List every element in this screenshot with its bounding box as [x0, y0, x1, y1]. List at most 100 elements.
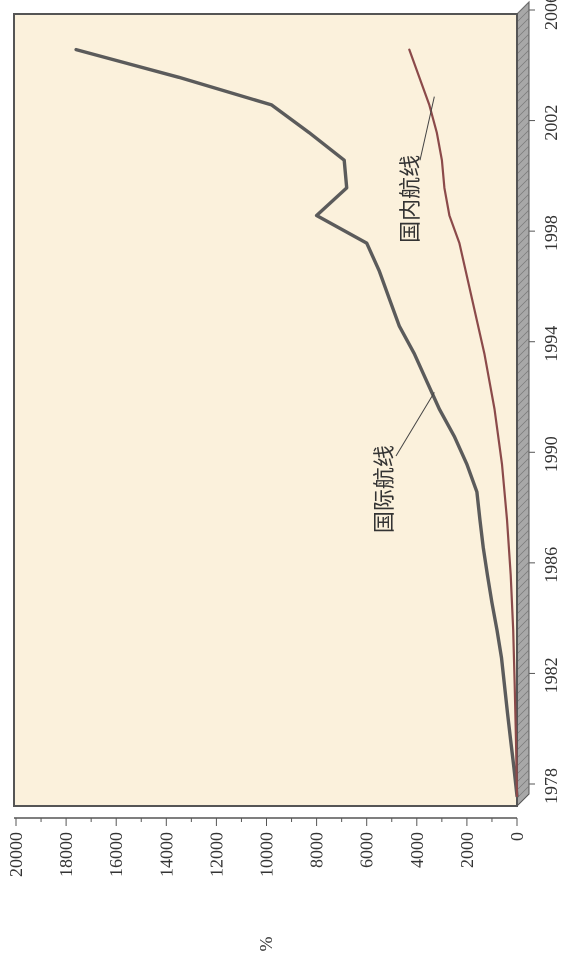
depth-hatch-line: [516, 545, 530, 559]
depth-hatch-line: [516, 585, 530, 599]
depth-hatch-line: [516, 321, 530, 335]
depth-hatch-line: [516, 553, 530, 567]
depth-hatch-line: [516, 137, 530, 151]
depth-hatch-line: [516, 161, 530, 175]
depth-hatch-line: [516, 577, 530, 591]
depth-hatch-line: [516, 641, 530, 655]
x-tick-label: 1978: [541, 768, 561, 804]
depth-hatch-line: [516, 145, 530, 159]
series-line-domestic: [408, 48, 519, 798]
depth-hatch-line: [516, 425, 530, 439]
depth-hatch-line: [516, 289, 530, 303]
depth-hatch-line: [516, 113, 530, 127]
depth-hatch-line: [516, 129, 530, 143]
depth-hatch-line: [516, 185, 530, 199]
international-series-label: 国际航线: [372, 445, 397, 533]
y-tick-label: 18000: [56, 832, 76, 877]
depth-hatch-line: [516, 297, 530, 311]
depth-hatch-line: [516, 705, 530, 719]
x-tick-label: 1986: [541, 547, 561, 583]
x-tick-label: 2002: [541, 105, 561, 141]
depth-hatch-line: [516, 97, 530, 111]
y-tick-label: 2000: [457, 832, 477, 868]
depth-hatch-line: [516, 593, 530, 607]
depth-hatch-line: [516, 25, 530, 39]
depth-hatch-line: [516, 65, 530, 79]
depth-hatch-line: [516, 193, 530, 207]
depth-hatch-line: [516, 305, 530, 319]
axis-depth-band: [516, 0, 530, 808]
depth-hatch-line: [516, 169, 530, 183]
y-tick-label: 4000: [407, 832, 427, 868]
series-labels: 国际航线 国内航线: [372, 96, 435, 533]
depth-hatch-line: [516, 689, 530, 703]
depth-hatch-line: [516, 49, 530, 63]
depth-hatch-line: [516, 465, 530, 479]
series-group: [74, 47, 519, 798]
y-tick-label: 20000: [6, 832, 26, 877]
depth-hatch-line: [516, 177, 530, 191]
depth-hatch-line: [516, 361, 530, 375]
depth-hatch-line: [516, 473, 530, 487]
depth-hatch-line: [516, 9, 530, 23]
series-line-international: [74, 47, 519, 798]
depth-hatch-line: [516, 105, 530, 119]
depth-hatch-line: [516, 489, 530, 503]
depth-hatch-line: [516, 329, 530, 343]
depth-hatch-line: [516, 737, 530, 751]
depth-hatch-line: [516, 265, 530, 279]
depth-hatch-line: [516, 337, 530, 351]
domestic-leader-line: [419, 96, 435, 161]
depth-hatch-line: [516, 601, 530, 615]
depth-hatch-line: [516, 457, 530, 471]
depth-hatch-line: [516, 561, 530, 575]
depth-hatch-line: [516, 681, 530, 695]
x-tick-label: 1994: [541, 326, 561, 362]
depth-hatch-line: [516, 353, 530, 367]
depth-hatch-line: [516, 625, 530, 639]
depth-hatch-line: [516, 481, 530, 495]
depth-hatch-line: [516, 153, 530, 167]
depth-hatch-line: [516, 345, 530, 359]
depth-hatch-line: [516, 449, 530, 463]
depth-hatch-line: [516, 505, 530, 519]
depth-hatch-line: [516, 17, 530, 31]
x-tick-label: 1998: [541, 215, 561, 251]
depth-hatch-line: [516, 217, 530, 231]
depth-hatch-line: [516, 713, 530, 727]
depth-hatch-line: [516, 201, 530, 215]
y-axis-label: %: [256, 937, 276, 952]
depth-hatch-line: [516, 41, 530, 55]
depth-hatch-line: [516, 1, 530, 15]
depth-hatch-line: [516, 233, 530, 247]
depth-hatch-line: [516, 729, 530, 743]
y-tick-label: 12000: [206, 832, 226, 877]
depth-hatch-line: [516, 73, 530, 87]
depth-hatch-line: [516, 721, 530, 735]
international-leader-line: [395, 392, 435, 457]
depth-hatch-line: [516, 313, 530, 327]
y-axis: 0 2000 4000 6000 8000 10000 12000 14000 16000 180…: [6, 817, 527, 877]
plot-area: [13, 13, 518, 807]
depth-hatch-line: [516, 377, 530, 391]
y-tick-label: 0: [507, 832, 527, 841]
depth-hatch-line: [516, 769, 530, 783]
depth-hatch-line: [516, 57, 530, 71]
depth-hatch-line: [516, 497, 530, 511]
depth-hatch-line: [516, 785, 530, 799]
depth-hatch-line: [516, 761, 530, 775]
depth-hatch-line: [516, 569, 530, 583]
depth-hatch-line: [516, 81, 530, 95]
y-tick-label: 10000: [257, 832, 277, 877]
y-tick-label: 8000: [307, 832, 327, 868]
depth-hatch-line: [516, 745, 530, 759]
depth-hatch-line: [516, 89, 530, 103]
x-tick-label: 1990: [541, 436, 561, 472]
depth-hatch-line: [516, 529, 530, 543]
depth-hatch-line: [516, 241, 530, 255]
y-tick-label: 14000: [156, 832, 176, 877]
depth-hatch-line: [516, 281, 530, 295]
depth-hatch-line: [516, 657, 530, 671]
